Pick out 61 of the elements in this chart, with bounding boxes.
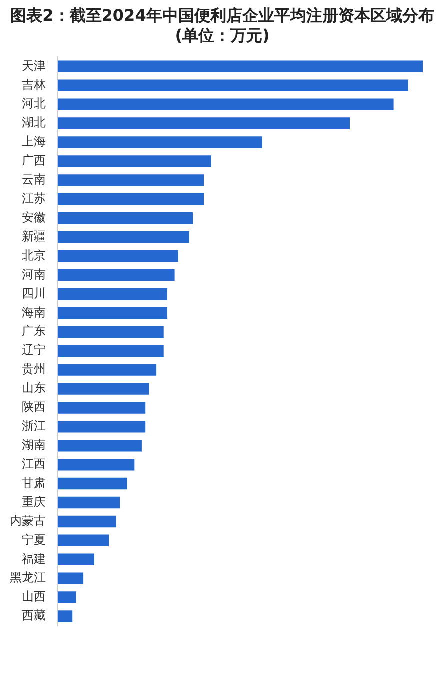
y-tick-label: 辽宁 xyxy=(22,343,46,358)
y-tick-label: 内蒙古 xyxy=(10,514,46,528)
y-tick-label: 山西 xyxy=(22,590,46,604)
y-tick-label: 北京 xyxy=(22,248,46,262)
y-tick-label: 江西 xyxy=(22,456,46,471)
y-tick-label: 河南 xyxy=(22,267,46,282)
bar xyxy=(58,80,408,92)
y-tick-label: 江苏 xyxy=(22,192,46,206)
y-tick-label: 广西 xyxy=(22,154,46,168)
bar xyxy=(58,307,168,320)
bar xyxy=(58,269,175,282)
y-tick-label: 四川 xyxy=(22,286,46,300)
y-tick-label: 重庆 xyxy=(22,494,46,509)
bar xyxy=(58,231,190,244)
bar xyxy=(58,440,142,452)
bar xyxy=(58,156,212,168)
y-tick-label: 安徽 xyxy=(22,210,46,224)
chart-title: 图表2：截至2024年中国便利店企业平均注册资本区域分布(单位：万元) xyxy=(10,6,435,46)
y-tick-label: 河北 xyxy=(22,96,46,111)
y-tick-label: 天津 xyxy=(22,58,46,73)
bar xyxy=(58,194,204,206)
y-tick-label: 福建 xyxy=(22,552,46,566)
bar xyxy=(58,212,194,224)
bar xyxy=(58,174,204,186)
bar xyxy=(58,136,262,148)
y-tick-label: 上海 xyxy=(22,134,46,149)
bar xyxy=(58,534,110,547)
bar xyxy=(58,478,128,490)
bar xyxy=(58,496,120,509)
y-tick-label: 海南 xyxy=(22,305,46,320)
y-tick-label: 湖北 xyxy=(22,116,46,130)
bar xyxy=(58,383,150,395)
y-tick-label: 浙江 xyxy=(22,419,46,434)
bar xyxy=(58,98,394,110)
y-tick-label: 广东 xyxy=(22,324,46,338)
y-tick-label: 西藏 xyxy=(22,608,46,623)
y-tick-label: 山东 xyxy=(22,381,46,396)
y-tick-label: 新疆 xyxy=(22,229,46,244)
y-tick-label: 宁夏 xyxy=(22,532,46,547)
bar xyxy=(58,572,84,584)
y-tick-label: 贵州 xyxy=(22,362,46,376)
bar xyxy=(58,458,135,471)
y-tick-label: 甘肃 xyxy=(22,476,46,490)
bar xyxy=(58,326,164,338)
bar xyxy=(58,250,178,262)
y-tick-label: 黑龙江 xyxy=(10,570,46,585)
y-tick-label: 湖南 xyxy=(22,438,46,452)
y-tick-label: 云南 xyxy=(22,172,46,187)
bar xyxy=(58,592,76,604)
bar xyxy=(58,118,350,130)
bar xyxy=(58,516,116,528)
bar xyxy=(58,402,146,414)
bar xyxy=(58,554,94,566)
bar xyxy=(58,288,168,300)
bar xyxy=(58,421,146,433)
y-tick-label: 吉林 xyxy=(22,78,46,92)
bar xyxy=(58,60,423,73)
bar xyxy=(58,345,164,357)
y-tick-label: 陕西 xyxy=(22,400,46,414)
bar xyxy=(58,610,73,622)
bar xyxy=(58,364,157,376)
